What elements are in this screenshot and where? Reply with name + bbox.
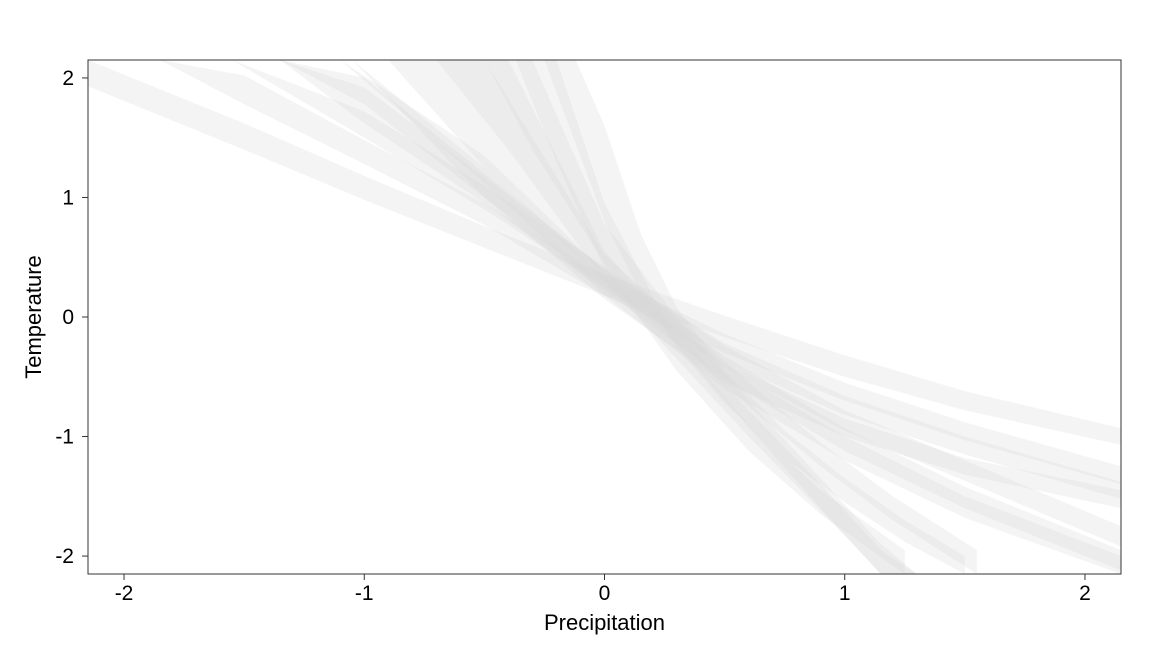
band-1 (88, 60, 1121, 445)
x-tick-label: 1 (839, 582, 851, 605)
x-tick-label: 2 (1079, 582, 1091, 605)
band-12 (544, 60, 965, 574)
y-tick-label: -2 (55, 545, 74, 568)
y-tick-label: -1 (55, 426, 74, 449)
y-axis-title: Temperature (21, 255, 46, 379)
band-11 (515, 60, 905, 574)
band-3 (232, 60, 1121, 547)
x-tick-label: -1 (355, 582, 374, 605)
y-tick-label: 2 (62, 67, 74, 90)
band-2 (160, 60, 1121, 485)
y-tick-label: 0 (62, 306, 74, 329)
x-tick-label: 0 (599, 582, 611, 605)
band-layer (88, 60, 1121, 574)
band-8 (388, 60, 917, 574)
band-10 (484, 60, 977, 574)
x-tick-label: -2 (115, 582, 134, 605)
band-5 (280, 60, 1121, 499)
x-axis-title: Precipitation (544, 610, 665, 635)
band-4 (280, 60, 1121, 571)
y-tick-label: 1 (62, 186, 74, 209)
axes-layer: -2 -1 0 1 2 -2 -1 0 1 2 (55, 67, 1090, 605)
band-9 (436, 60, 917, 574)
